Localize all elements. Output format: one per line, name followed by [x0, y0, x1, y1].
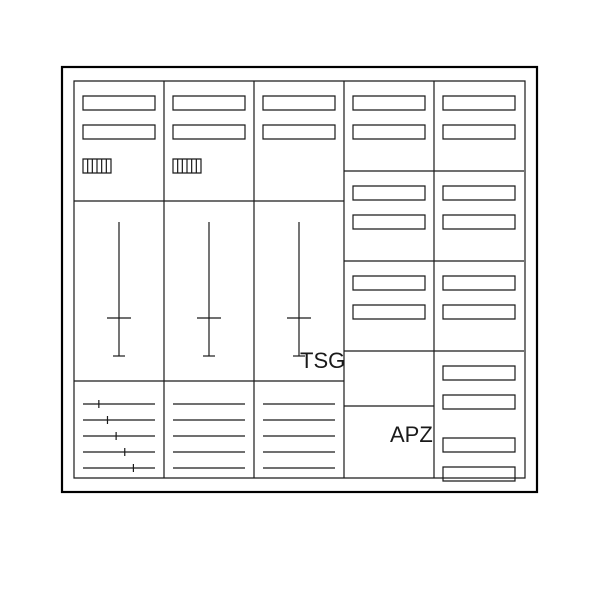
module-slot: [443, 186, 515, 200]
module-slot: [443, 305, 515, 319]
module-slot: [353, 96, 425, 110]
module-slot: [443, 215, 515, 229]
electrical-panel-diagram: TSG APZ: [0, 0, 600, 600]
module-slot: [443, 467, 515, 481]
module-slot: [173, 96, 245, 110]
module-slot: [173, 125, 245, 139]
module-slot: [83, 96, 155, 110]
module-slot: [353, 305, 425, 319]
module-slot: [353, 215, 425, 229]
module-slot: [443, 276, 515, 290]
module-slot: [353, 186, 425, 200]
module-slot: [353, 276, 425, 290]
module-slot: [443, 395, 515, 409]
module-slot: [263, 96, 335, 110]
label-tsg: TSG: [300, 348, 345, 373]
module-slot: [443, 125, 515, 139]
module-slot: [443, 366, 515, 380]
label-apz: APZ: [390, 422, 433, 447]
module-slot: [263, 125, 335, 139]
module-slot: [443, 438, 515, 452]
module-slot: [443, 96, 515, 110]
module-slot: [83, 125, 155, 139]
module-slot: [353, 125, 425, 139]
